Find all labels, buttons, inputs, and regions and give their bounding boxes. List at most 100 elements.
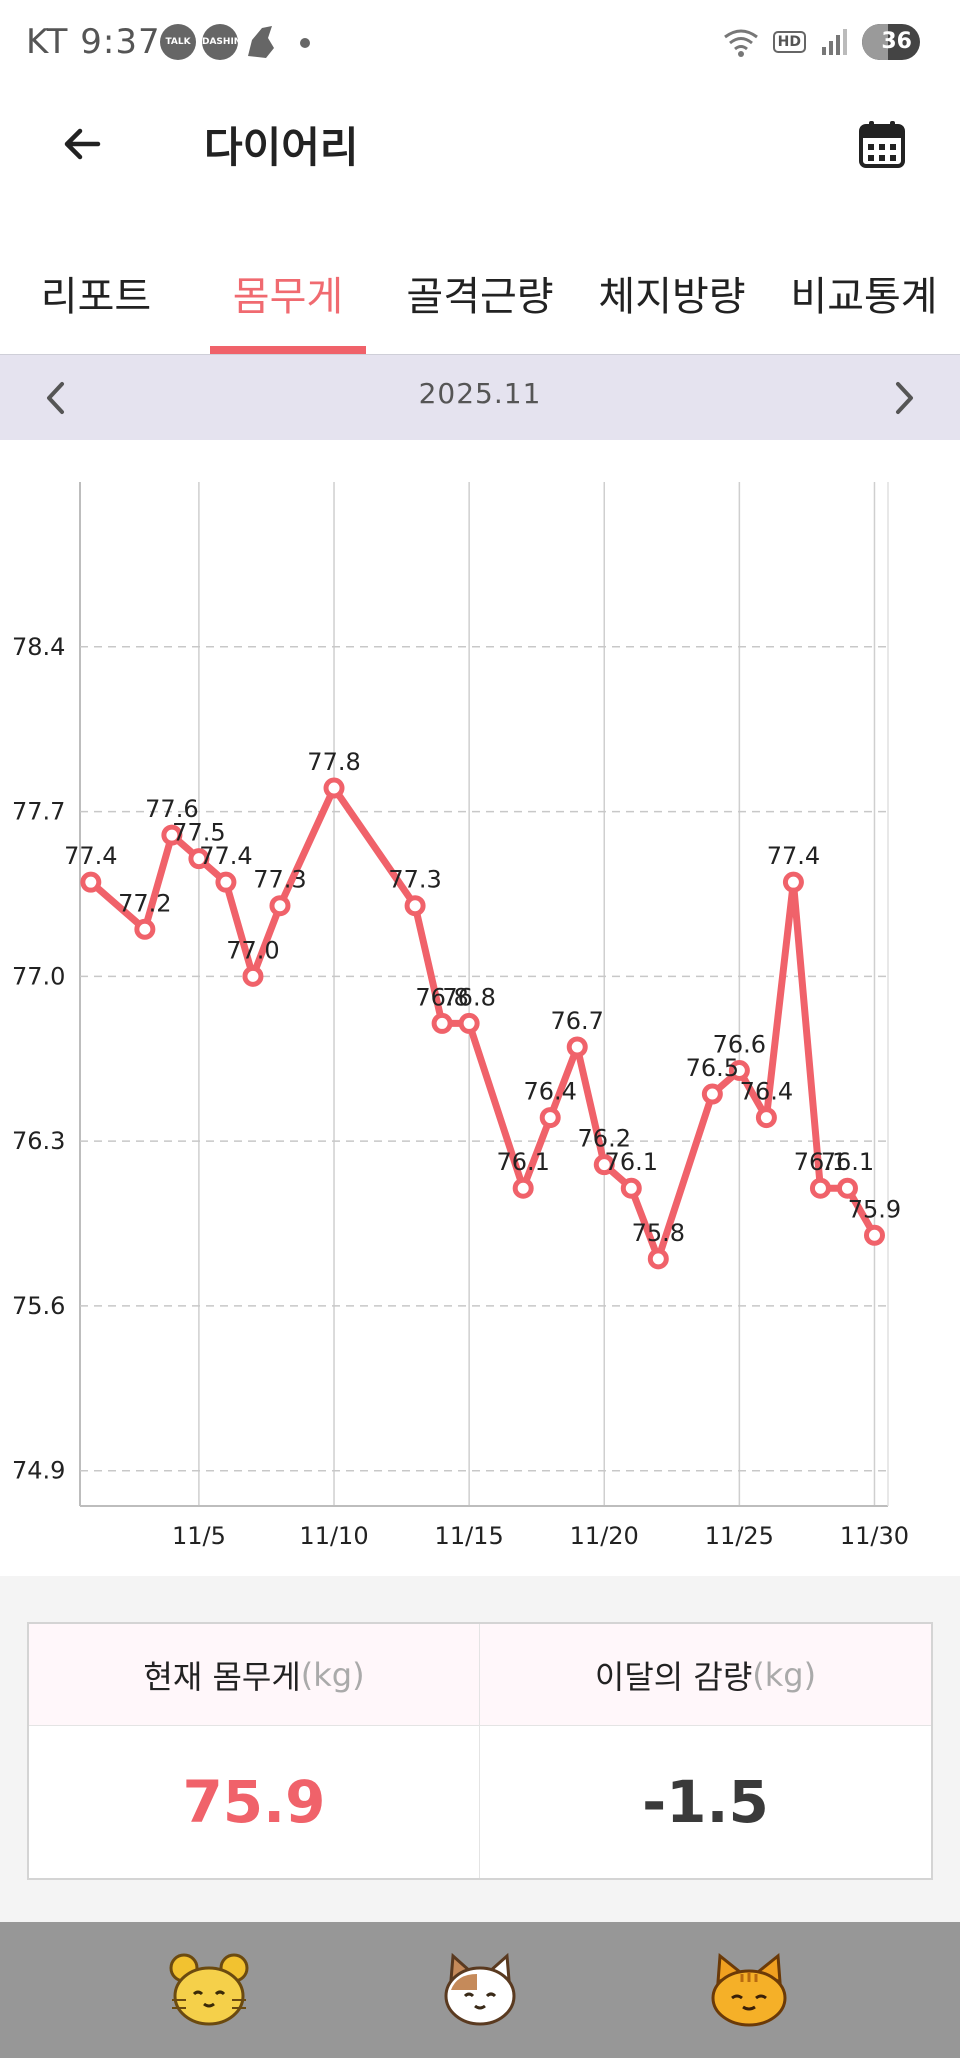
data-label: 77.4 — [199, 842, 252, 870]
data-point — [593, 1154, 615, 1176]
data-point — [782, 871, 804, 893]
month-navigator: 2025.11 — [0, 354, 960, 440]
calendar-button[interactable] — [852, 114, 912, 174]
weight-chart: 78.4 77.7 77.0 76.3 75.6 74.9 11/5 11/10 11/15 11… — [0, 440, 960, 1576]
data-point — [809, 1177, 831, 1199]
tab-bar: 리포트 몸무게 골격근량 체지방량 비교통계 — [0, 236, 960, 354]
page-title: 다이어리 — [204, 123, 359, 172]
data-label: 77.0 — [226, 936, 279, 964]
calendar-icon — [859, 121, 905, 168]
data-point — [215, 871, 237, 893]
cat-face-icon — [444, 1952, 516, 2026]
hd-voice-icon: HD — [772, 31, 806, 53]
dashin-app-icon: DASHIN — [202, 24, 241, 60]
current-weight-unit: (kg) — [300, 1655, 365, 1694]
data-label: 76.8 — [415, 983, 468, 1011]
x-tick-label: 11/30 — [840, 1522, 909, 1550]
monthly-loss-label: 이달의 감량 — [594, 1657, 753, 1696]
data-label: 77.4 — [64, 842, 117, 870]
y-tick-label: 76.3 — [12, 1127, 65, 1155]
data-label: 77.6 — [145, 795, 198, 823]
data-point — [512, 1177, 534, 1199]
current-weight-value: 75.9 — [29, 1726, 480, 1878]
data-label: 76.8 — [442, 983, 495, 1011]
data-point — [431, 1012, 453, 1034]
hamster-icon — [169, 1953, 249, 2026]
month-label: 2025.11 — [418, 377, 542, 410]
data-point — [728, 1060, 750, 1082]
data-point — [836, 1177, 858, 1199]
data-point — [161, 824, 183, 846]
x-tick-label: 11/5 — [172, 1522, 226, 1550]
running-shoe-icon — [248, 26, 274, 58]
notification-dot — [300, 38, 310, 48]
carrier-label: KT — [26, 22, 69, 62]
data-point — [269, 895, 291, 917]
data-point — [701, 1083, 723, 1105]
data-point — [566, 1036, 588, 1058]
previous-month-button[interactable] — [30, 373, 80, 423]
clock: 9:37 — [80, 22, 161, 62]
arrow-left-icon — [64, 128, 101, 160]
bottom-navigation — [0, 1922, 960, 2058]
data-label: 75.8 — [632, 1219, 685, 1247]
tab-comparison[interactable]: 비교통계 — [790, 274, 938, 320]
data-label: 76.1 — [821, 1148, 874, 1176]
app-bar: 다이어리 — [0, 84, 960, 204]
data-label: 76.7 — [551, 1007, 604, 1035]
data-label: 77.5 — [172, 819, 225, 847]
x-tick-label: 11/25 — [705, 1522, 774, 1550]
data-point — [539, 1107, 561, 1129]
monthly-loss-header: 이달의 감량 (kg) — [480, 1624, 931, 1726]
data-point — [755, 1107, 777, 1129]
data-label: 77.3 — [253, 866, 306, 894]
chevron-left-icon — [47, 382, 64, 414]
y-tick-label: 77.0 — [12, 962, 65, 990]
data-label: 76.4 — [523, 1078, 576, 1106]
nav-cat-button[interactable] — [437, 1950, 523, 2030]
next-month-button[interactable] — [880, 373, 930, 423]
chevron-right-icon — [896, 382, 913, 414]
tabby-cat-icon — [711, 1953, 787, 2027]
data-label: 76.1 — [794, 1148, 847, 1176]
data-label: 76.4 — [740, 1078, 793, 1106]
data-point — [458, 1012, 480, 1034]
data-label: 76.1 — [496, 1148, 549, 1176]
x-tick-label: 11/10 — [299, 1522, 368, 1550]
data-label: 76.5 — [686, 1054, 739, 1082]
y-tick-label: 75.6 — [12, 1292, 65, 1320]
data-point — [863, 1224, 885, 1246]
battery-indicator: 36 — [862, 24, 920, 60]
data-point — [188, 848, 210, 870]
signal-icon — [822, 29, 847, 55]
wifi-icon — [723, 29, 758, 57]
data-label: 76.2 — [578, 1125, 631, 1153]
data-point — [647, 1248, 669, 1270]
nav-tabby-button[interactable] — [706, 1950, 792, 2030]
data-point — [80, 871, 102, 893]
x-tick-label: 11/20 — [570, 1522, 639, 1550]
data-label: 75.9 — [848, 1195, 901, 1223]
status-bar: KT 9:37 TALK DASHIN HD 36 — [0, 0, 960, 84]
monthly-loss-value: -1.5 — [642, 1768, 769, 1836]
data-point — [620, 1177, 642, 1199]
y-tick-label: 74.9 — [12, 1457, 65, 1485]
tab-report[interactable]: 리포트 — [40, 274, 152, 320]
y-tick-label: 78.4 — [12, 633, 65, 661]
tab-weight[interactable]: 몸무게 — [192, 236, 384, 354]
data-label: 77.8 — [307, 748, 360, 776]
weight-line-chart: 78.4 77.7 77.0 76.3 75.6 74.9 11/5 11/10 11/15 11… — [12, 482, 909, 1550]
tab-skeletal-muscle[interactable]: 골격근량 — [406, 274, 554, 320]
back-button[interactable] — [52, 114, 112, 174]
data-label: 77.3 — [388, 866, 441, 894]
nav-hamster-button[interactable] — [166, 1950, 252, 2030]
tab-body-fat[interactable]: 체지방량 — [598, 274, 746, 320]
x-tick-label: 11/15 — [435, 1522, 504, 1550]
data-label: 76.1 — [605, 1148, 658, 1176]
data-point — [134, 918, 156, 940]
data-point — [242, 965, 264, 987]
monthly-loss-unit: (kg) — [752, 1655, 817, 1694]
y-tick-label: 77.7 — [12, 798, 65, 826]
current-weight-header: 현재 몸무게 (kg) — [29, 1624, 480, 1726]
data-label: 76.6 — [713, 1031, 766, 1059]
